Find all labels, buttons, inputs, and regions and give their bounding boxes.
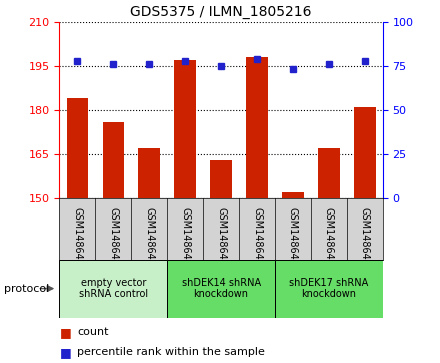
Bar: [103, 122, 124, 198]
Text: shDEK17 shRNA
knockdown: shDEK17 shRNA knockdown: [289, 278, 369, 299]
Text: GSM1486441: GSM1486441: [108, 207, 118, 272]
Bar: [59, 260, 167, 318]
Bar: [174, 60, 196, 198]
Text: GSM1486440: GSM1486440: [72, 207, 82, 272]
Bar: [318, 148, 340, 198]
Bar: [167, 260, 275, 318]
Text: GSM1486445: GSM1486445: [252, 207, 262, 272]
Text: GSM1486446: GSM1486446: [288, 207, 298, 272]
Text: count: count: [77, 327, 109, 337]
Text: empty vector
shRNA control: empty vector shRNA control: [79, 278, 148, 299]
Text: protocol: protocol: [4, 284, 50, 294]
Bar: [210, 160, 232, 198]
Bar: [139, 148, 160, 198]
Bar: [354, 107, 376, 198]
Text: GSM1486442: GSM1486442: [144, 207, 154, 272]
Text: percentile rank within the sample: percentile rank within the sample: [77, 347, 265, 357]
Bar: [275, 260, 383, 318]
Text: GSM1486448: GSM1486448: [360, 207, 370, 272]
Bar: [66, 98, 88, 198]
Bar: [282, 192, 304, 198]
Text: GSM1486443: GSM1486443: [180, 207, 190, 272]
Text: GSM1486447: GSM1486447: [324, 207, 334, 272]
Text: ■: ■: [59, 326, 71, 339]
Text: GSM1486444: GSM1486444: [216, 207, 226, 272]
Text: shDEK14 shRNA
knockdown: shDEK14 shRNA knockdown: [182, 278, 260, 299]
Bar: [246, 57, 268, 198]
Text: ■: ■: [59, 346, 71, 359]
Title: GDS5375 / ILMN_1805216: GDS5375 / ILMN_1805216: [130, 5, 312, 19]
